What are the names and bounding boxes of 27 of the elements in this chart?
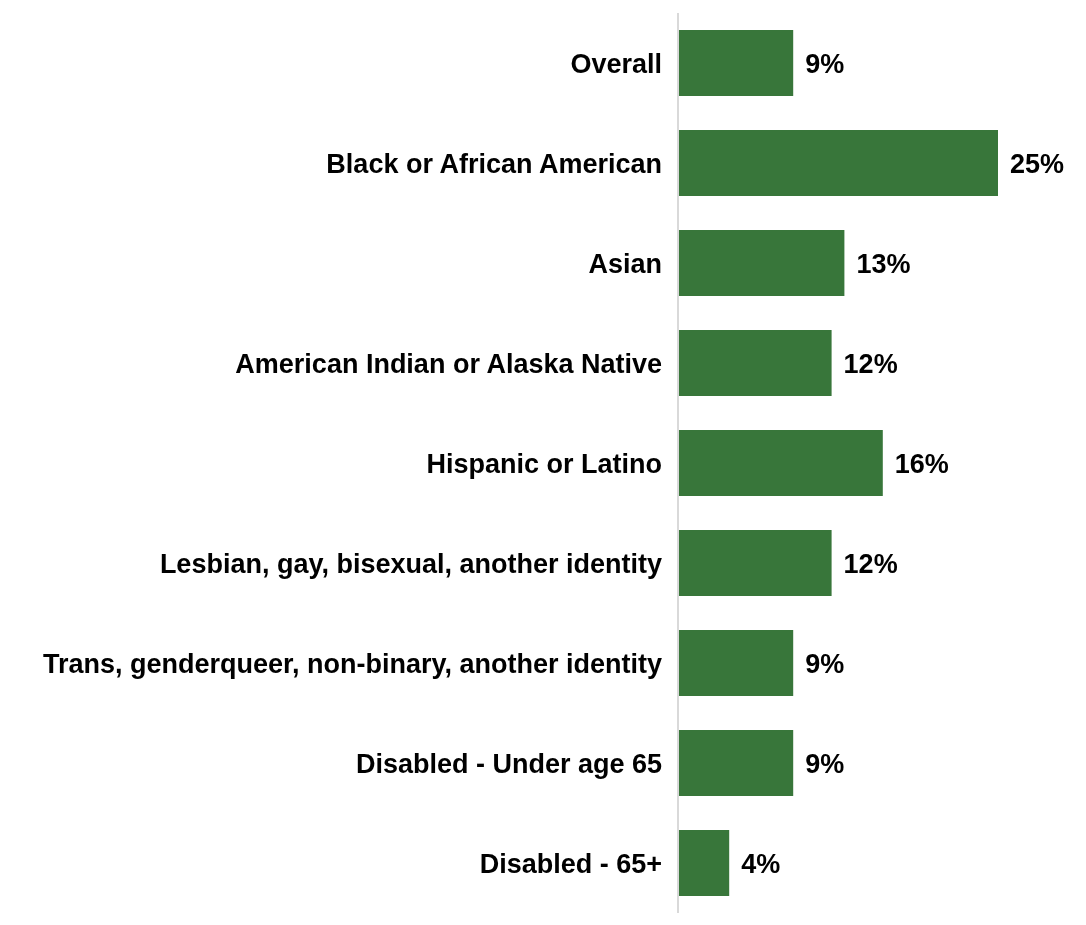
data-label: 4% [741,848,781,879]
y-tick-label: Asian [588,248,662,279]
y-tick-label: American Indian or Alaska Native [235,348,662,379]
data-label: 25% [1010,148,1065,179]
data-label: 12% [843,348,898,379]
data-label: 16% [894,448,949,479]
y-tick-label: Black or African American [326,148,662,179]
y-tick-label: Disabled - Under age 65 [355,748,662,779]
bar [678,130,998,196]
data-label: 9% [805,648,845,679]
bar [678,230,845,296]
bar [678,630,794,696]
data-label: 12% [843,548,898,579]
y-tick-label: Overall [570,48,662,79]
data-label: 13% [856,248,911,279]
bar [678,830,730,896]
data-label: 9% [805,48,845,79]
y-tick-label: Hispanic or Latino [426,448,662,479]
y-tick-label: Trans, genderqueer, non-binary, another identity [42,648,662,679]
bar [678,30,794,96]
y-tick-label: Lesbian, gay, bisexual, another identity [159,548,662,579]
data-label: 9% [805,748,845,779]
y-tick-label: Disabled - 65+ [479,848,662,879]
bar [678,530,832,596]
bar [678,330,832,396]
bar [678,430,883,496]
bar [678,730,794,796]
